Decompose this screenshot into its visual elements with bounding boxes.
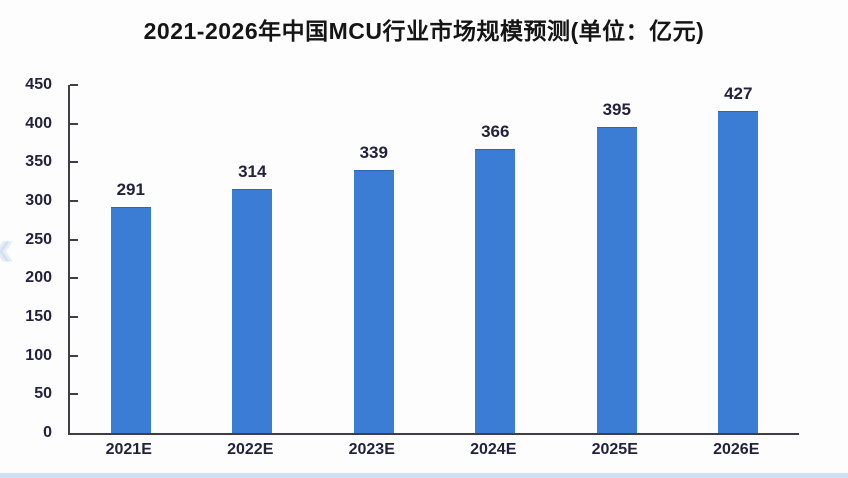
bar-slot: 314: [192, 85, 314, 433]
x-axis-label: 2023E: [348, 441, 395, 458]
y-axis-label: 450: [25, 76, 52, 93]
y-axis-label: 100: [25, 346, 52, 364]
x-axis-label: 2021E: [105, 441, 152, 458]
bars-container: 291 314 339 366 395 427: [70, 85, 799, 433]
y-axis-tick: [70, 122, 78, 125]
x-axis-label: 2022E: [227, 441, 274, 458]
bar-slot: 427: [678, 85, 800, 433]
bar-value-label: 314: [238, 162, 267, 182]
y-axis-tick: [70, 238, 78, 241]
bar: [353, 169, 394, 433]
bar: [110, 206, 151, 433]
bar: [232, 189, 273, 433]
x-axis-label: 2024E: [470, 441, 517, 458]
y-axis-tick: [70, 199, 78, 202]
y-axis-tick: [70, 315, 78, 318]
plot-frame: 291 314 339 366 395 427: [68, 84, 799, 435]
y-axis-label: 50: [34, 385, 52, 403]
bar-value-label: 427: [724, 84, 753, 103]
bar: [475, 148, 516, 433]
y-axis-label: 0: [43, 424, 52, 441]
bar-value-label: 395: [602, 99, 631, 119]
x-axis-label: 2026E: [713, 441, 760, 458]
bar-slot: 366: [435, 85, 557, 433]
y-axis-tick: [70, 84, 78, 86]
bar-value-label: 366: [481, 121, 510, 141]
x-axis-labels: 2021E 2022E 2023E 2024E 2025E 2026E: [68, 441, 797, 465]
y-axis-label: 350: [25, 153, 52, 171]
y-axis-label: 250: [25, 230, 52, 248]
bar-slot: 339: [313, 85, 435, 433]
y-axis-tick: [70, 161, 78, 164]
y-axis-label: 300: [25, 192, 52, 209]
chart-title: 2021-2026年中国MCU行业市场规模预测(单位：亿元): [143, 18, 705, 44]
y-axis-labels: 0 50 100 150 200 250 300 350 400 450: [0, 77, 52, 441]
bar: [718, 111, 759, 433]
bar: [596, 126, 637, 433]
y-axis-label: 400: [25, 114, 52, 132]
bar-slot: 291: [70, 85, 192, 433]
x-axis-label: 2025E: [591, 441, 638, 458]
y-axis-tick: [70, 354, 78, 357]
y-axis-label: 150: [25, 308, 52, 325]
bar-value-label: 291: [116, 179, 145, 199]
y-axis-tick: [70, 277, 78, 280]
bottom-edge-strip: [0, 473, 848, 478]
y-axis-label: 200: [25, 269, 52, 287]
bar-value-label: 339: [359, 142, 388, 162]
bar-slot: 395: [556, 85, 678, 433]
y-axis-tick: [70, 393, 78, 396]
